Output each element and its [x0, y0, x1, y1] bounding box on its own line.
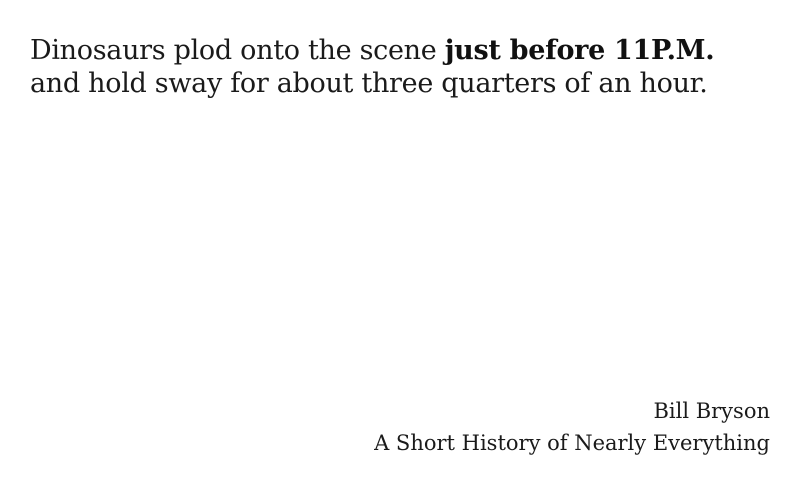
quote-tail: and hold sway for about three quarters o… [30, 68, 708, 99]
attribution: Bill Bryson A Short History of Nearly Ev… [374, 395, 770, 459]
book-title: A Short History of Nearly Everything [374, 431, 770, 455]
author-name: Bill Bryson [653, 399, 770, 423]
quote-text: Dinosaurs plod onto the scene just befor… [30, 34, 770, 100]
quote-lead: Dinosaurs plod onto the scene [30, 35, 445, 66]
quote-emphasis: just before 11P.M. [444, 35, 715, 66]
